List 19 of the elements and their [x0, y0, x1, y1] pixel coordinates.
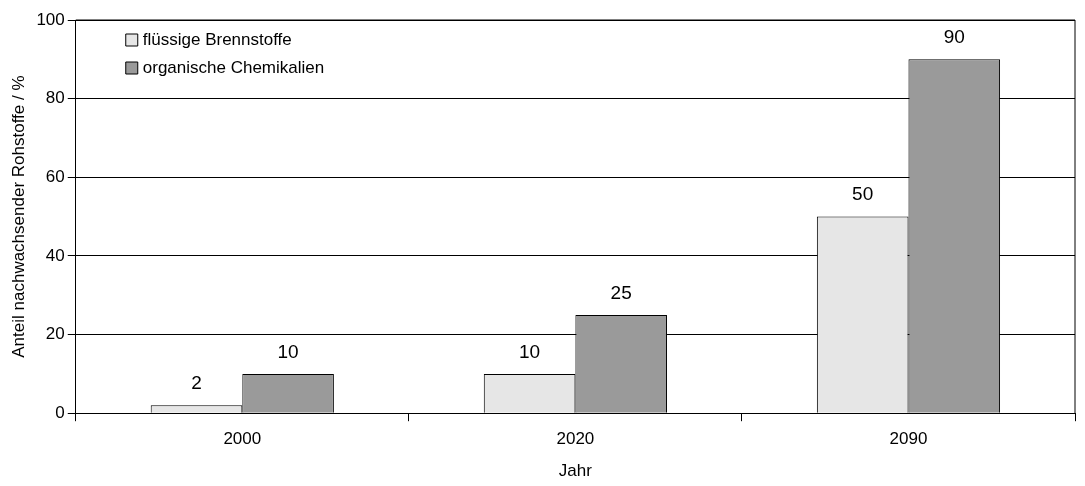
- y-tick-label: 80: [45, 88, 65, 108]
- data-label: 25: [610, 281, 632, 303]
- y-axis-title: Anteil nachwachsender Rohstoffe / %: [8, 75, 28, 358]
- y-tick-label: 100: [36, 9, 65, 29]
- data-label: 90: [943, 26, 965, 48]
- y-tick-label: 0: [55, 402, 65, 422]
- y-tick-label: 20: [45, 324, 65, 344]
- x-tick-label: 2020: [556, 429, 595, 449]
- data-label: 50: [852, 183, 874, 205]
- legend-label: flüssige Brennstoffe: [142, 29, 292, 49]
- data-label: 2: [191, 372, 202, 394]
- data-label: 10: [277, 340, 299, 362]
- x-tick-label: 2000: [223, 429, 262, 449]
- data-label: 10: [519, 340, 541, 362]
- x-axis-title: Jahr: [558, 461, 593, 481]
- y-tick-label: 60: [45, 166, 65, 186]
- legend-label: organische Chemikalien: [142, 57, 325, 77]
- x-tick-label: 2090: [889, 429, 928, 449]
- y-tick-label: 40: [45, 245, 65, 265]
